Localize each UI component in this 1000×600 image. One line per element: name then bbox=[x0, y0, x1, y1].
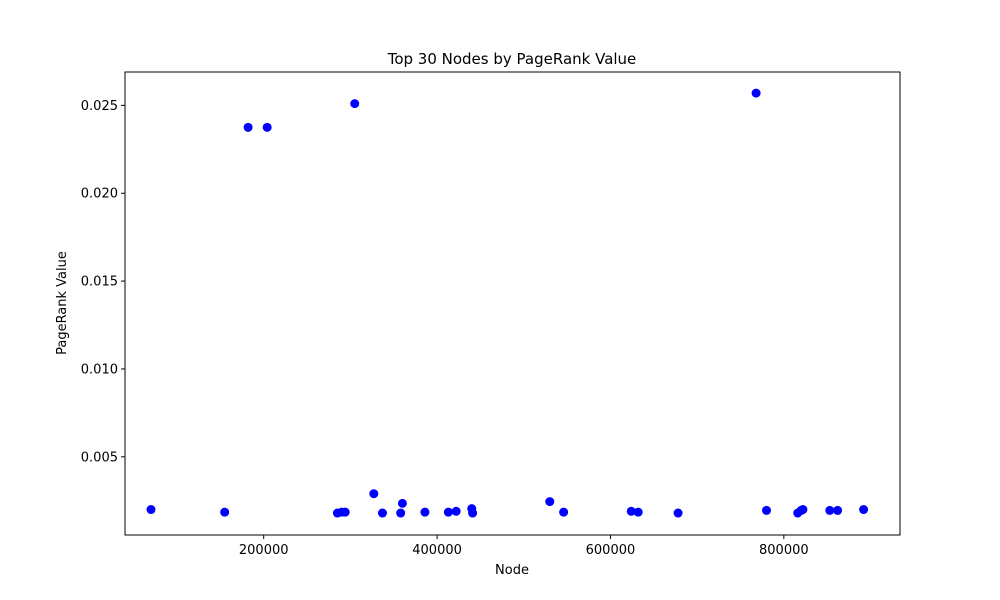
data-point-21 bbox=[673, 508, 683, 518]
data-point-8 bbox=[369, 489, 379, 499]
data-point-22 bbox=[751, 88, 761, 98]
y-tick-label: 0.020 bbox=[81, 187, 118, 202]
chart-title: Top 30 Nodes by PageRank Value bbox=[387, 50, 637, 68]
data-point-10 bbox=[396, 508, 406, 518]
data-point-2 bbox=[243, 122, 253, 132]
x-axis-ticks: 200000 400000 600000 800000 bbox=[239, 535, 809, 558]
data-point-9 bbox=[377, 508, 387, 518]
y-tick-label: 0.015 bbox=[81, 275, 118, 290]
data-point-6 bbox=[340, 507, 350, 517]
y-axis-ticks: 0.005 0.010 0.015 0.020 0.025 bbox=[81, 99, 125, 465]
data-point-1 bbox=[220, 507, 230, 517]
data-point-27 bbox=[825, 505, 835, 515]
data-point-0 bbox=[146, 505, 156, 515]
y-tick-label: 0.010 bbox=[81, 362, 118, 377]
data-point-29 bbox=[859, 505, 869, 515]
data-point-28 bbox=[833, 505, 843, 515]
data-point-16 bbox=[468, 508, 478, 518]
x-tick-label: 800000 bbox=[759, 543, 809, 558]
data-point-7 bbox=[350, 99, 360, 109]
data-point-19 bbox=[626, 506, 636, 516]
data-point-26 bbox=[798, 505, 808, 515]
data-point-18 bbox=[559, 507, 569, 517]
data-point-17 bbox=[545, 497, 555, 507]
y-tick-label: 0.025 bbox=[81, 99, 118, 114]
y-tick-label: 0.005 bbox=[81, 450, 118, 465]
data-point-3 bbox=[262, 122, 272, 132]
x-tick-label: 200000 bbox=[239, 543, 289, 558]
data-point-23 bbox=[761, 505, 771, 515]
x-axis-label: Node bbox=[495, 563, 529, 578]
data-point-12 bbox=[420, 507, 430, 517]
data-point-13 bbox=[443, 507, 453, 517]
points-layer bbox=[146, 88, 869, 518]
data-point-11 bbox=[397, 498, 407, 508]
x-tick-label: 600000 bbox=[586, 543, 636, 558]
y-axis-label: PageRank Value bbox=[55, 251, 70, 355]
data-point-20 bbox=[633, 507, 643, 517]
data-point-14 bbox=[451, 506, 461, 516]
plot-frame bbox=[124, 71, 901, 536]
x-tick-label: 400000 bbox=[412, 543, 462, 558]
